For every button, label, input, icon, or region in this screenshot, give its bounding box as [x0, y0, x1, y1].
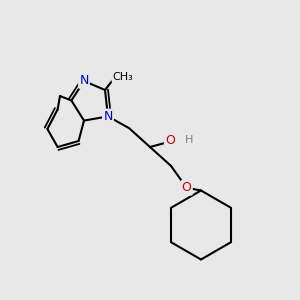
Text: N: N	[79, 74, 89, 88]
Text: N: N	[103, 110, 113, 123]
Text: O: O	[182, 181, 191, 194]
Text: CH₃: CH₃	[112, 71, 134, 82]
Text: O: O	[165, 134, 175, 147]
Text: H: H	[184, 135, 193, 145]
